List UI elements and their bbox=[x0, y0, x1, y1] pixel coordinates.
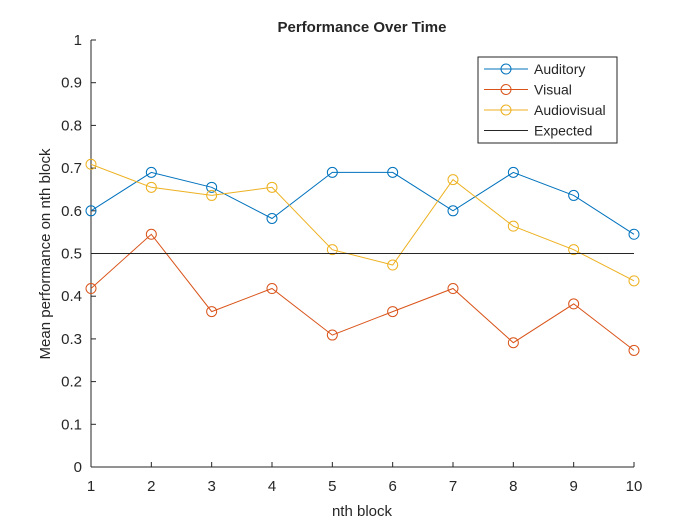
y-tick-label: 0.5 bbox=[61, 246, 82, 263]
legend-marker-auditory bbox=[500, 63, 512, 75]
series-line-visual bbox=[90, 233, 635, 351]
x-tick-label: 7 bbox=[449, 478, 457, 495]
legend-marker-audiovisual bbox=[500, 104, 512, 116]
data-point-auditory bbox=[145, 166, 157, 178]
data-point-auditory bbox=[507, 166, 519, 178]
data-point-auditory bbox=[266, 212, 278, 224]
x-tick-label: 4 bbox=[268, 478, 276, 495]
x-tick-label: 3 bbox=[207, 478, 215, 495]
legend: Auditory Visual Audiovisual Expected bbox=[477, 56, 618, 144]
legend-label-audiovisual: Audiovisual bbox=[534, 102, 606, 118]
y-tick-label: 1 bbox=[74, 32, 82, 49]
y-tick-label: 0.9 bbox=[61, 75, 82, 92]
y-tick-label: 0.8 bbox=[61, 117, 82, 134]
data-point-audiovisual bbox=[326, 244, 338, 256]
y-tick-label: 0.1 bbox=[61, 416, 82, 433]
data-point-audiovisual bbox=[628, 275, 640, 287]
y-tick-label: 0.6 bbox=[61, 203, 82, 220]
x-tick-label: 6 bbox=[388, 478, 396, 495]
x-tick-label: 10 bbox=[626, 478, 643, 495]
x-tick-label: 1 bbox=[87, 478, 95, 495]
y-tick-label: 0 bbox=[74, 459, 82, 476]
data-point-auditory bbox=[206, 181, 218, 193]
data-point-audiovisual bbox=[568, 244, 580, 256]
data-point-audiovisual bbox=[447, 174, 459, 186]
legend-label-visual: Visual bbox=[534, 82, 572, 98]
chart-title: Performance Over Time bbox=[278, 19, 447, 36]
data-point-audiovisual bbox=[85, 158, 97, 170]
data-point-auditory bbox=[447, 205, 459, 217]
data-point-visual bbox=[568, 298, 580, 310]
series-line-auditory bbox=[90, 171, 635, 235]
data-point-audiovisual bbox=[145, 181, 157, 193]
x-tick-label: 8 bbox=[509, 478, 517, 495]
data-point-audiovisual bbox=[507, 220, 519, 232]
x-tick-label: 5 bbox=[328, 478, 336, 495]
data-point-audiovisual bbox=[387, 259, 399, 271]
plot-series bbox=[85, 158, 640, 356]
x-axis-label: nth block bbox=[332, 503, 393, 520]
x-tick-label: 2 bbox=[147, 478, 155, 495]
data-point-auditory bbox=[326, 166, 338, 178]
y-tick-label: 0.7 bbox=[61, 160, 82, 177]
legend-label-expected: Expected bbox=[534, 123, 592, 139]
data-point-auditory bbox=[387, 166, 399, 178]
data-point-visual bbox=[387, 306, 399, 318]
x-tick-label: 9 bbox=[569, 478, 577, 495]
y-axis-label: Mean performance on nth block bbox=[37, 148, 54, 359]
data-point-auditory bbox=[85, 205, 97, 217]
series-line-audiovisual bbox=[90, 163, 635, 282]
data-point-audiovisual bbox=[206, 189, 218, 201]
data-point-visual bbox=[266, 283, 278, 295]
data-point-visual bbox=[85, 283, 97, 295]
y-tick-label: 0.4 bbox=[61, 288, 82, 305]
legend-label-auditory: Auditory bbox=[534, 61, 585, 77]
data-point-visual bbox=[447, 283, 459, 295]
data-point-visual bbox=[628, 344, 640, 356]
data-point-visual bbox=[206, 306, 218, 318]
data-point-auditory bbox=[568, 189, 580, 201]
legend-marker-visual bbox=[500, 84, 512, 95]
data-point-visual bbox=[326, 329, 338, 341]
y-tick-label: 0.2 bbox=[61, 374, 82, 391]
data-point-visual bbox=[507, 337, 519, 349]
y-tick-label: 0.3 bbox=[61, 331, 82, 348]
data-point-visual bbox=[145, 228, 157, 240]
data-point-auditory bbox=[628, 228, 640, 240]
data-point-audiovisual bbox=[266, 181, 278, 193]
